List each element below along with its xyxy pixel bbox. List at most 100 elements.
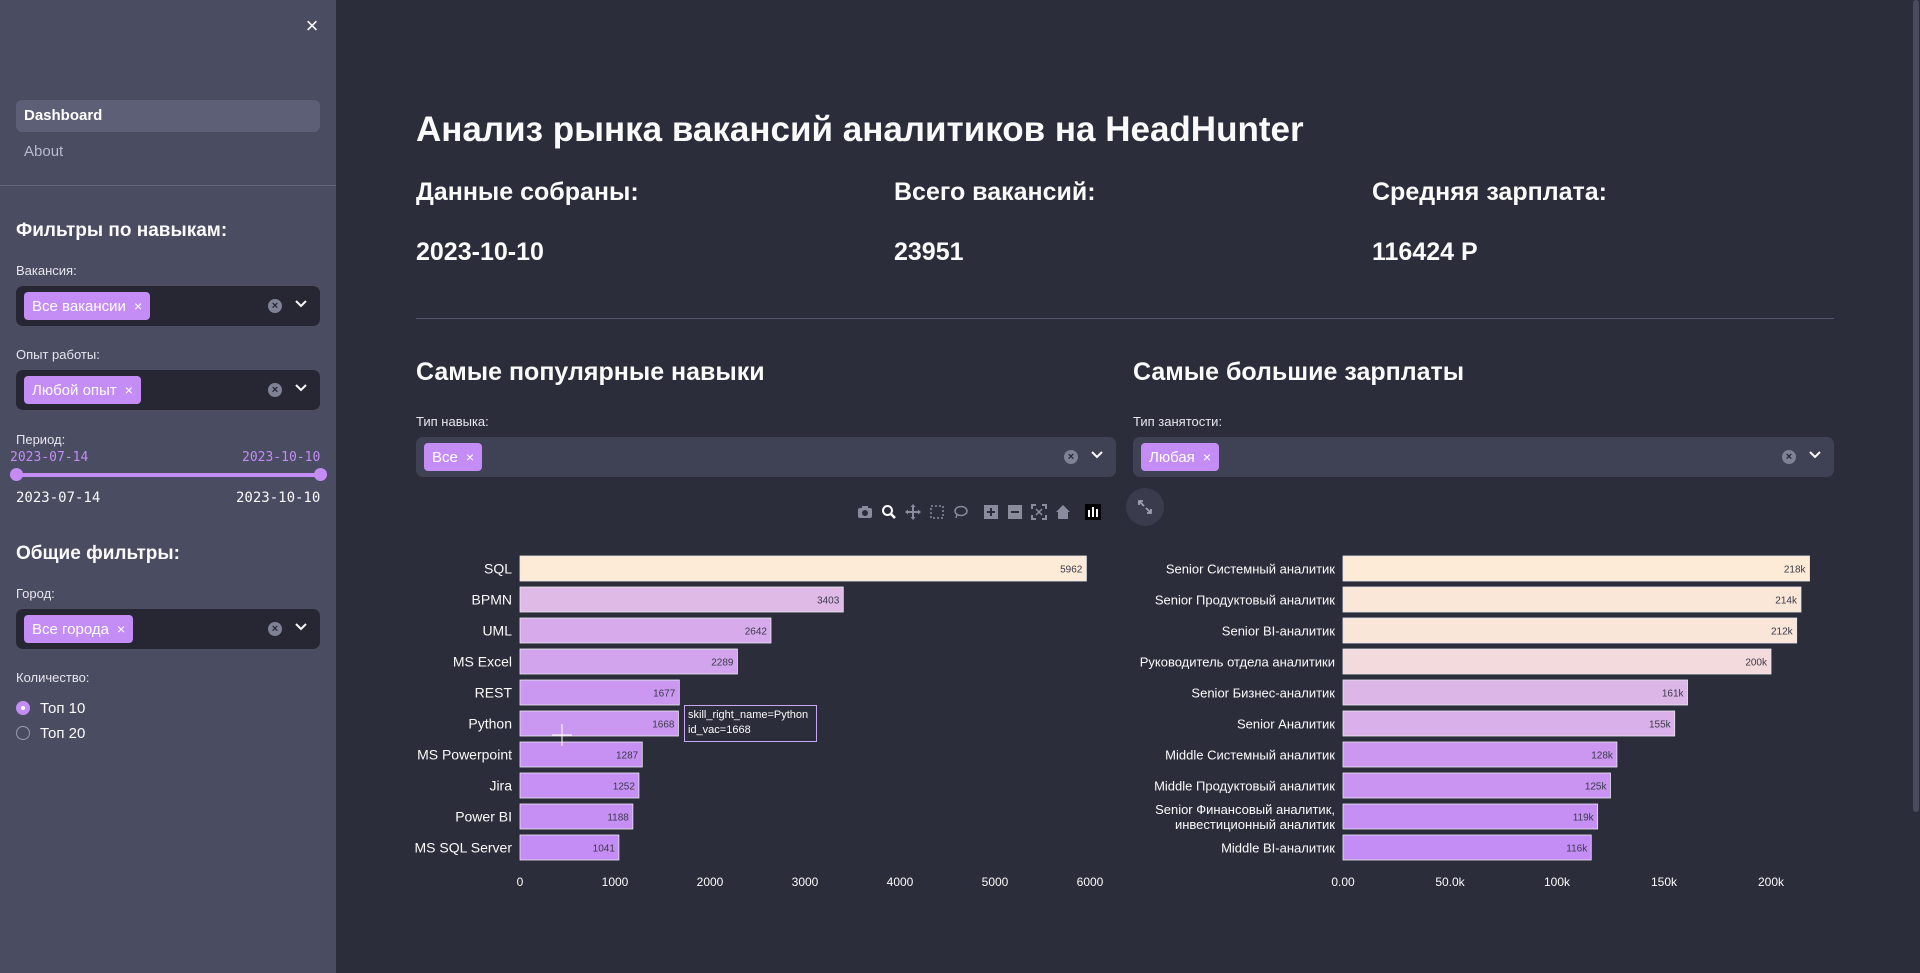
- vacancy-select[interactable]: Все вакансии × ×: [16, 286, 320, 326]
- period-max-label: 2023-10-10: [236, 490, 321, 506]
- bar-value-label: 212k: [1771, 627, 1794, 638]
- chevron-down-icon[interactable]: [1808, 447, 1822, 461]
- category-label: SQL: [484, 561, 512, 577]
- chevron-down-icon[interactable]: [294, 296, 308, 310]
- experience-tag-label: Любой опыт: [32, 382, 117, 399]
- bar[interactable]: [1342, 555, 1810, 582]
- bar[interactable]: [519, 803, 634, 830]
- category-label: Python: [468, 716, 512, 732]
- sidebar: × Dashboard About Фильтры по навыкам: Ва…: [0, 0, 336, 973]
- bar-value-label: 1041: [593, 844, 616, 855]
- city-label: Город:: [16, 586, 55, 601]
- remove-tag-icon[interactable]: ×: [124, 382, 133, 398]
- x-tick-label: 1000: [602, 875, 629, 889]
- category-label: Middle BI-аналитик: [1221, 841, 1335, 856]
- chevron-down-icon[interactable]: [294, 380, 308, 394]
- radio-top-20[interactable]: Топ 20: [16, 723, 85, 743]
- nav-item-dashboard[interactable]: Dashboard: [16, 100, 320, 132]
- clear-icon[interactable]: ×: [268, 299, 282, 313]
- remove-tag-icon[interactable]: ×: [116, 621, 126, 637]
- bar-value-label: 119k: [1573, 813, 1595, 824]
- zoom-out-icon[interactable]: [1003, 502, 1027, 522]
- reset-home-icon[interactable]: [1051, 502, 1075, 522]
- sidebar-divider: [0, 185, 336, 186]
- bar-value-label: 1668: [652, 720, 675, 731]
- skill-type-select[interactable]: Все × ×: [416, 437, 1116, 477]
- salary-bar-chart[interactable]: 218k Senior Системный аналитик 214k Senior …: [1120, 545, 1834, 895]
- box-select-icon[interactable]: [925, 502, 949, 522]
- zoom-icon[interactable]: [877, 502, 901, 522]
- employment-type-select[interactable]: Любая × ×: [1133, 437, 1834, 477]
- x-tick-label: 100k: [1544, 875, 1571, 889]
- bar[interactable]: [1342, 710, 1676, 737]
- bar[interactable]: [1342, 834, 1592, 861]
- bar[interactable]: [519, 741, 643, 768]
- bar[interactable]: [519, 710, 679, 737]
- fullscreen-expand-icon[interactable]: [1126, 488, 1164, 526]
- bar-value-label: 116k: [1566, 844, 1588, 855]
- scrollbar-thumb[interactable]: [1913, 0, 1919, 812]
- skills-bar-chart[interactable]: 5962 SQL 3403 BPMN 2642 UML 2289 MS Excel 1677 RE…: [400, 545, 1120, 895]
- zoom-in-icon[interactable]: [979, 502, 1003, 522]
- autoscale-icon[interactable]: [1027, 502, 1051, 522]
- radio-top-10-label: Топ 10: [40, 699, 86, 717]
- bar[interactable]: [519, 555, 1087, 582]
- city-select[interactable]: Все города × ×: [16, 609, 320, 649]
- experience-select[interactable]: Любой опыт × ×: [16, 370, 320, 410]
- bar-value-label: 200k: [1745, 658, 1768, 669]
- clear-icon[interactable]: ×: [268, 383, 282, 397]
- bar[interactable]: [519, 679, 680, 706]
- employment-type-tag: Любая ×: [1141, 443, 1219, 471]
- pan-icon[interactable]: [901, 502, 925, 522]
- bar[interactable]: [1342, 648, 1772, 675]
- period-slider-start-handle[interactable]: [10, 468, 23, 481]
- bar[interactable]: [1342, 772, 1611, 799]
- category-label: REST: [475, 685, 513, 701]
- tooltip-line-1: skill_right_name=Python: [688, 709, 809, 721]
- clear-icon[interactable]: ×: [268, 622, 282, 636]
- bar-value-label: 3403: [817, 596, 840, 607]
- cursor-icon: [549, 724, 575, 746]
- nav-item-about[interactable]: About: [24, 143, 64, 160]
- bar-value-label: 5962: [1060, 565, 1083, 576]
- category-label: Senior Финансовый аналитик,: [1155, 802, 1335, 817]
- chevron-down-icon[interactable]: [1090, 447, 1104, 461]
- bar[interactable]: [519, 617, 772, 644]
- period-slider-end-handle[interactable]: [314, 468, 327, 481]
- bar[interactable]: [519, 834, 620, 861]
- bar[interactable]: [1342, 679, 1688, 706]
- radio-selected-icon[interactable]: [16, 701, 30, 715]
- radio-top-10[interactable]: Топ 10: [16, 698, 85, 718]
- bar[interactable]: [519, 586, 844, 613]
- remove-tag-icon[interactable]: ×: [133, 298, 143, 314]
- bar[interactable]: [1342, 617, 1798, 644]
- radio-unselected-icon[interactable]: [16, 726, 30, 740]
- camera-icon[interactable]: [853, 502, 877, 522]
- plotly-logo-icon[interactable]: [1081, 502, 1105, 522]
- clear-icon[interactable]: ×: [1782, 450, 1796, 464]
- remove-tag-icon[interactable]: ×: [465, 449, 475, 465]
- category-label: MS Excel: [453, 654, 512, 670]
- category-label: Руководитель отдела аналитики: [1140, 655, 1335, 670]
- bar-value-label: 1287: [616, 751, 639, 762]
- chevron-down-icon[interactable]: [294, 619, 308, 633]
- lasso-select-icon[interactable]: [949, 502, 973, 522]
- bar[interactable]: [1342, 586, 1802, 613]
- clear-icon[interactable]: ×: [1064, 450, 1078, 464]
- bar[interactable]: [519, 772, 640, 799]
- bar[interactable]: [1342, 803, 1599, 830]
- remove-tag-icon[interactable]: ×: [1202, 449, 1211, 465]
- bar-value-label: 161k: [1662, 689, 1685, 700]
- bar[interactable]: [1342, 741, 1618, 768]
- metric-salary-value: 116424 Р: [1372, 238, 1478, 266]
- category-label: Middle Продуктовый аналитик: [1154, 779, 1335, 794]
- period-slider-track[interactable]: [16, 473, 320, 477]
- category-label: Senior Аналитик: [1237, 717, 1335, 732]
- close-sidebar-icon[interactable]: ×: [305, 13, 319, 38]
- period-label: Период:: [16, 432, 66, 447]
- bar-value-label: 1677: [653, 689, 676, 700]
- metric-salary-label: Средняя зарплата:: [1372, 178, 1607, 206]
- bar[interactable]: [519, 648, 738, 675]
- category-label: MS Powerpoint: [417, 747, 512, 763]
- category-label: MS SQL Server: [414, 840, 512, 856]
